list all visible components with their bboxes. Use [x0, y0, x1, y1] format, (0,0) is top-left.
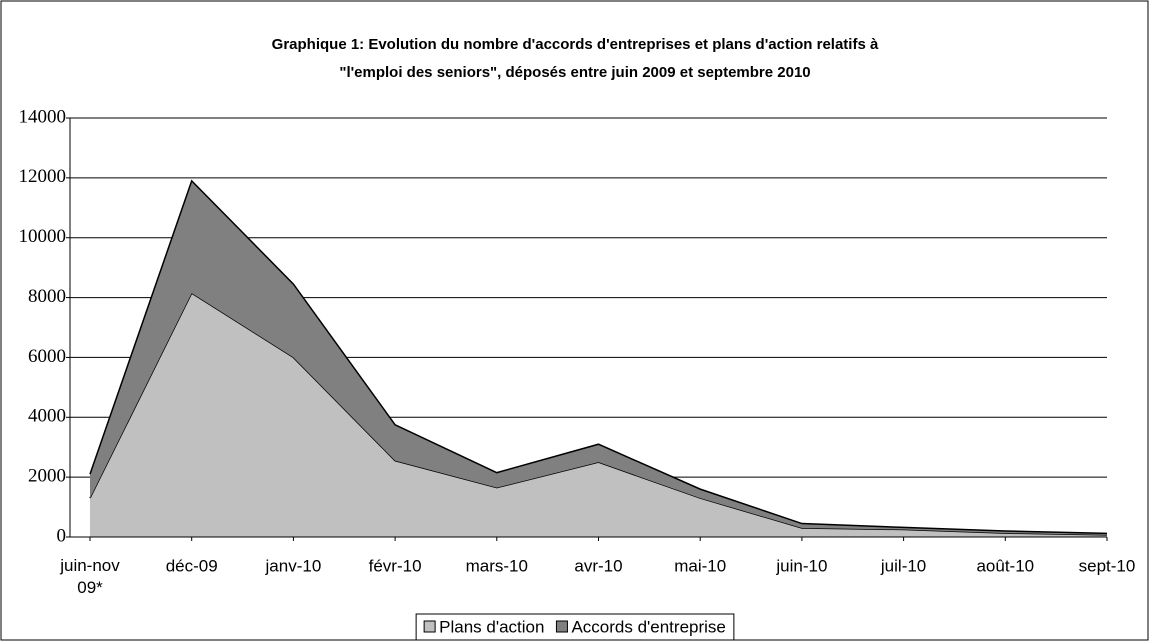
y-tick-label: 4000 [28, 406, 66, 427]
x-tick-label: sept-10 [1079, 556, 1136, 575]
area [90, 180, 1107, 535]
x-tick-label: mai-10 [674, 556, 726, 575]
area [90, 293, 1107, 537]
legend-label: Plans d'action [439, 617, 544, 636]
area-edge [89, 179, 1108, 535]
x-tick-label: juil-10 [880, 556, 926, 575]
x-tick-label: juin-nov 09* [59, 556, 120, 597]
chart-title: "l'emploi des seniors", déposés entre ju… [339, 64, 810, 81]
legend-box [415, 613, 735, 641]
y-tick-label: 12000 [19, 166, 67, 187]
y-tick-label: 14000 [19, 106, 67, 127]
x-tick-label: déc-09 [166, 556, 218, 575]
y-tick-label: 10000 [19, 226, 67, 247]
x-tick-label: avr-10 [574, 556, 622, 575]
x-tick-label: févr-10 [369, 556, 422, 575]
legend-swatch [555, 620, 568, 633]
y-tick-label: 6000 [28, 346, 66, 367]
y-tick-label: 2000 [28, 466, 66, 487]
x-tick-label: juin-10 [775, 556, 827, 575]
y-tick-label: 0 [57, 525, 67, 546]
y-tick-label: 8000 [28, 286, 66, 307]
x-tick-label: août-10 [976, 556, 1034, 575]
x-tick-label: mars-10 [466, 556, 528, 575]
legend-swatch [423, 620, 436, 633]
legend-label: Accords d'entreprise [571, 617, 725, 636]
legend: Plans d'action Accords d'entreprise [415, 613, 735, 641]
x-tick-label: janv-10 [265, 556, 322, 575]
chart-title: Graphique 1: Evolution du nombre d'accor… [272, 36, 879, 53]
